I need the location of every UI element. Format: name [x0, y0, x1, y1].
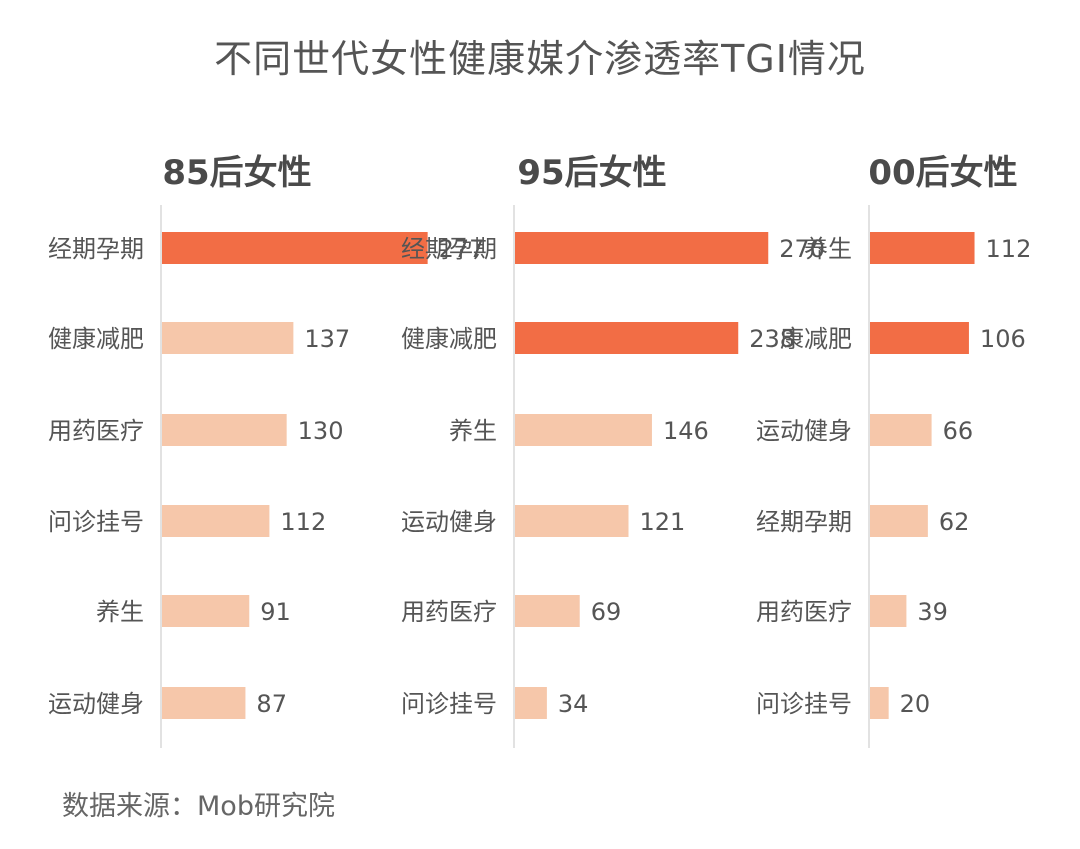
value-label: 66: [943, 417, 974, 445]
bar: [870, 687, 889, 719]
category-label: 养生: [449, 417, 497, 445]
data-source: 数据来源：Mob研究院: [62, 791, 335, 822]
bar: [870, 322, 969, 354]
bar: [870, 505, 928, 537]
value-label: 34: [558, 690, 589, 718]
category-label: 运动健身: [756, 417, 852, 445]
category-label: 用药医疗: [401, 598, 497, 626]
value-label: 69: [591, 598, 622, 626]
category-label: 经期孕期: [756, 508, 852, 536]
category-label: 经期孕期: [48, 235, 144, 263]
category-label: 问诊挂号: [756, 690, 852, 718]
bar: [870, 595, 907, 627]
bar: [515, 414, 652, 446]
category-label: 养生: [96, 598, 144, 626]
category-label: 健康减肥: [48, 325, 144, 353]
value-label: 39: [917, 598, 948, 626]
category-label: 健康减肥: [401, 325, 497, 353]
category-label: 用药医疗: [756, 598, 852, 626]
value-label: 121: [639, 508, 685, 536]
panel-title: 95后女性: [517, 153, 666, 193]
value-label: 270: [779, 235, 825, 263]
bar: [515, 322, 739, 354]
value-label: 238: [749, 325, 795, 353]
bar: [162, 595, 250, 627]
value-label: 137: [304, 325, 350, 353]
bar: [162, 232, 428, 264]
category-label: 问诊挂号: [48, 508, 144, 536]
panel-title: 85后女性: [162, 153, 311, 193]
category-label: 经期孕期: [401, 235, 497, 263]
category-label: 养生: [804, 235, 852, 263]
category-label: 运动健身: [401, 508, 497, 536]
bar: [162, 505, 270, 537]
bar: [162, 322, 294, 354]
category-label: 康减肥: [780, 325, 852, 353]
value-label: 146: [663, 417, 709, 445]
chart-title: 不同世代女性健康媒介渗透率TGI情况: [214, 37, 866, 81]
panel-title: 00后女性: [868, 153, 1017, 193]
bar: [870, 414, 932, 446]
value-label: 277: [439, 235, 485, 263]
bar: [162, 687, 246, 719]
category-label: 问诊挂号: [401, 690, 497, 718]
value-label: 112: [280, 508, 326, 536]
bar: [162, 414, 287, 446]
value-label: 20: [900, 690, 931, 718]
category-label: 运动健身: [48, 690, 144, 718]
bar: [870, 232, 975, 264]
value-label: 87: [256, 690, 287, 718]
value-label: 130: [298, 417, 344, 445]
value-label: 62: [939, 508, 970, 536]
bar: [515, 595, 580, 627]
value-label: 106: [980, 325, 1026, 353]
bar: [515, 232, 769, 264]
value-label: 112: [986, 235, 1032, 263]
bar: [515, 687, 547, 719]
category-label: 用药医疗: [48, 417, 144, 445]
value-label: 91: [260, 598, 291, 626]
bar: [515, 505, 629, 537]
